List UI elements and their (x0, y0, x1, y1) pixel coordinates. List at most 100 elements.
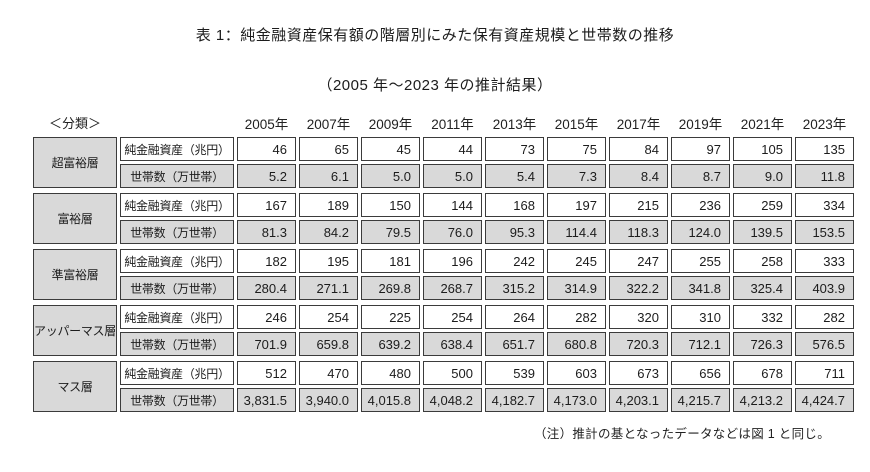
year-header-cell: 2013年 (492, 117, 537, 132)
wealth-tier-table: ＜分類＞ 2005年 2007年 2009年 2011年 2013年 2015年 2017年… (33, 113, 854, 412)
assets-value-cell: 673 (609, 361, 668, 385)
households-value-cell: 638.4 (423, 332, 482, 356)
households-value-cell: 322.2 (609, 276, 668, 300)
assets-value-cell: 264 (485, 305, 544, 329)
tier-group: 富裕層 純金融資産（兆円） 167 189 150 144 168 197 215 236 259 3… (33, 193, 854, 244)
assets-value-cell: 480 (361, 361, 420, 385)
households-value-cell: 269.8 (361, 276, 420, 300)
households-value-cell: 5.2 (237, 164, 296, 188)
row-label-assets: 純金融資産（兆円） (120, 137, 234, 161)
tier-group: 準富裕層 純金融資産（兆円） 182 195 181 196 242 245 247 255 258… (33, 249, 854, 300)
assets-value-cell: 144 (423, 193, 482, 217)
classification-label: ＜分類＞ (48, 116, 101, 131)
households-value-cell: 4,424.7 (795, 388, 854, 412)
assets-value-cell: 255 (671, 249, 730, 273)
row-label-households: 世帯数（万世帯） (120, 388, 234, 412)
tier-group: 超富裕層 純金融資産（兆円） 46 65 45 44 73 75 84 97 105 135 世帯数（万… (33, 137, 854, 188)
assets-value-cell: 539 (485, 361, 544, 385)
tier-name-cell: アッパーマス層 (33, 305, 117, 356)
page-title: 表 1：純金融資産保有額の階層別にみた保有資産規模と世帯数の推移 (195, 27, 675, 44)
row-label-assets: 純金融資産（兆円） (120, 305, 234, 329)
assets-value-cell: 135 (795, 137, 854, 161)
households-value-cell: 79.5 (361, 220, 420, 244)
assets-value-cell: 197 (547, 193, 606, 217)
assets-value-cell: 242 (485, 249, 544, 273)
households-value-cell: 280.4 (237, 276, 296, 300)
households-value-cell: 341.8 (671, 276, 730, 300)
assets-value-cell: 320 (609, 305, 668, 329)
assets-value-cell: 46 (237, 137, 296, 161)
assets-value-cell: 678 (733, 361, 792, 385)
households-value-cell: 576.5 (795, 332, 854, 356)
year-header-cell: 2009年 (368, 117, 413, 132)
assets-value-cell: 259 (733, 193, 792, 217)
assets-value-cell: 258 (733, 249, 792, 273)
year-header-cell: 2011年 (431, 117, 474, 132)
year-header-cell: 2005年 (244, 117, 289, 132)
tier-name-cell: 準富裕層 (33, 249, 117, 300)
households-value-cell: 118.3 (609, 220, 668, 244)
assets-value-cell: 333 (795, 249, 854, 273)
assets-value-cell: 247 (609, 249, 668, 273)
households-value-cell: 5.0 (361, 164, 420, 188)
tier-name-cell: 富裕層 (33, 193, 117, 244)
row-label-households: 世帯数（万世帯） (120, 332, 234, 356)
assets-value-cell: 254 (423, 305, 482, 329)
year-header-cell: 2015年 (554, 117, 599, 132)
households-value-cell: 11.8 (795, 164, 854, 188)
assets-value-cell: 167 (237, 193, 296, 217)
households-value-cell: 639.2 (361, 332, 420, 356)
year-header-cell: 2023年 (802, 117, 847, 132)
assets-value-cell: 181 (361, 249, 420, 273)
households-value-cell: 76.0 (423, 220, 482, 244)
footnote: （注）推計の基となったデータなどは図 1 と同じ。 (533, 427, 830, 441)
households-value-cell: 720.3 (609, 332, 668, 356)
assets-value-cell: 711 (795, 361, 854, 385)
year-header-cell: 2021年 (740, 117, 785, 132)
households-value-cell: 153.5 (795, 220, 854, 244)
households-value-cell: 84.2 (299, 220, 358, 244)
assets-value-cell: 84 (609, 137, 668, 161)
households-value-cell: 139.5 (733, 220, 792, 244)
assets-value-cell: 282 (795, 305, 854, 329)
households-value-cell: 4,182.7 (485, 388, 544, 412)
households-value-cell: 4,048.2 (423, 388, 482, 412)
assets-value-cell: 75 (547, 137, 606, 161)
households-value-cell: 114.4 (547, 220, 606, 244)
assets-value-cell: 254 (299, 305, 358, 329)
assets-value-cell: 245 (547, 249, 606, 273)
households-value-cell: 4,203.1 (609, 388, 668, 412)
households-value-cell: 701.9 (237, 332, 296, 356)
row-label-households: 世帯数（万世帯） (120, 220, 234, 244)
households-value-cell: 9.0 (733, 164, 792, 188)
households-value-cell: 8.4 (609, 164, 668, 188)
households-value-cell: 314.9 (547, 276, 606, 300)
households-value-cell: 271.1 (299, 276, 358, 300)
assets-value-cell: 196 (423, 249, 482, 273)
households-value-cell: 81.3 (237, 220, 296, 244)
assets-value-cell: 189 (299, 193, 358, 217)
households-value-cell: 4,215.7 (671, 388, 730, 412)
households-value-cell: 4,015.8 (361, 388, 420, 412)
tier-group: アッパーマス層 純金融資産（兆円） 246 254 225 254 264 282 320 310… (33, 305, 854, 356)
tier-group: マス層 純金融資産（兆円） 512 470 480 500 539 603 673 656 678 7… (33, 361, 854, 412)
households-value-cell: 7.3 (547, 164, 606, 188)
assets-value-cell: 150 (361, 193, 420, 217)
assets-value-cell: 246 (237, 305, 296, 329)
households-value-cell: 712.1 (671, 332, 730, 356)
tier-name-cell: マス層 (33, 361, 117, 412)
year-header-row: ＜分類＞ 2005年 2007年 2009年 2011年 2013年 2015年 2017年… (33, 113, 854, 133)
assets-value-cell: 332 (733, 305, 792, 329)
assets-value-cell: 97 (671, 137, 730, 161)
households-value-cell: 268.7 (423, 276, 482, 300)
assets-value-cell: 182 (237, 249, 296, 273)
households-value-cell: 3,831.5 (237, 388, 296, 412)
households-value-cell: 4,173.0 (547, 388, 606, 412)
assets-value-cell: 73 (485, 137, 544, 161)
row-label-households: 世帯数（万世帯） (120, 276, 234, 300)
assets-value-cell: 500 (423, 361, 482, 385)
assets-value-cell: 45 (361, 137, 420, 161)
row-label-assets: 純金融資産（兆円） (120, 249, 234, 273)
households-value-cell: 95.3 (485, 220, 544, 244)
